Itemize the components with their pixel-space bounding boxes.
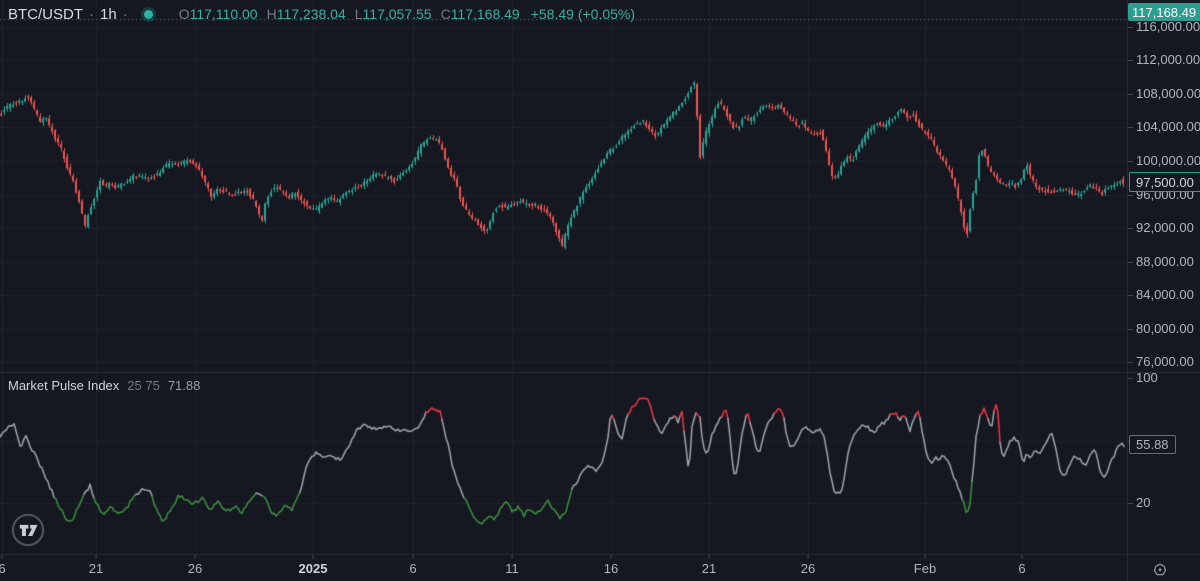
time-axis-tick: 21	[701, 561, 717, 576]
price-axis-tick-dash	[1128, 262, 1133, 263]
price-axis-tick-dash	[1128, 127, 1133, 128]
price-axis-tick-dash	[1128, 161, 1133, 162]
time-axis[interactable]: 6 21 26 2025 6 11 16 21 26 Feb 6	[0, 555, 1200, 581]
indicator-name[interactable]: Market Pulse Index	[8, 378, 120, 393]
price-axis-tick: 112,000.00	[1136, 52, 1200, 67]
time-axis-separator	[0, 554, 1200, 555]
current-price-label: 117,168.49	[1128, 3, 1200, 21]
separator-dot: ·	[122, 5, 128, 23]
time-axis-dash	[708, 555, 710, 559]
ohlc-item: L117,057.55	[355, 6, 432, 22]
ohlc-letter: O	[178, 6, 190, 22]
price-axis-tick: 92,000.00	[1136, 220, 1194, 235]
symbol-name[interactable]: BTC/USDT	[8, 5, 83, 23]
time-axis-tick: 6	[0, 561, 6, 576]
indicator-axis-tick-dash	[1128, 503, 1133, 504]
time-axis-tick: Feb	[913, 561, 937, 576]
time-axis-dash	[511, 555, 513, 559]
time-axis-tick: 26	[187, 561, 203, 576]
price-line-label: 97,500.00	[1129, 172, 1200, 192]
timeframe[interactable]: 1h	[100, 5, 117, 23]
ohlc-values: O117,110.00 H117,238.04 L117,057.55 C117,16…	[179, 6, 529, 22]
pane-separator[interactable]	[0, 372, 1200, 373]
price-axis-tick-dash	[1128, 94, 1133, 95]
indicator-value-label: 55.88	[1129, 435, 1176, 454]
ohlc-item: O117,110.00	[179, 6, 258, 22]
price-axis-tick-dash	[1128, 362, 1133, 363]
indicator-axis-tick: 20	[1136, 495, 1151, 510]
indicator-header: Market Pulse Index 25 75 71.88	[8, 378, 200, 393]
time-axis-dash	[194, 555, 196, 559]
ohlc-value: 117,057.55	[362, 6, 432, 22]
time-axis-tick: 6	[1018, 561, 1026, 576]
price-axis-tick: 88,000.00	[1136, 254, 1194, 269]
chart-canvas[interactable]	[0, 0, 1128, 554]
time-axis-dash	[610, 555, 612, 559]
price-axis-tick-dash	[1128, 228, 1133, 229]
price-axis-tick: 108,000.00	[1136, 86, 1200, 101]
symbol-header: BTC/USDT · 1h · O117,110.00 H117,238.04 L1…	[8, 4, 635, 24]
time-axis-dash	[807, 555, 809, 559]
price-axis-tick: 80,000.00	[1136, 321, 1194, 336]
time-axis-dash	[412, 555, 414, 559]
time-axis-dash	[1021, 555, 1023, 559]
ohlc-letter: C	[440, 6, 451, 22]
time-axis-tick: 2025	[298, 561, 328, 576]
price-axis[interactable]: 116,000.00 112,000.00 108,000.00 104,000.00…	[1128, 0, 1200, 554]
price-axis-tick: 84,000.00	[1136, 287, 1194, 302]
price-axis-tick-dash	[1128, 329, 1133, 330]
settings-gear-icon[interactable]	[1152, 562, 1168, 581]
ohlc-letter: L	[354, 6, 363, 22]
indicator-axis-tick: 100	[1136, 370, 1158, 385]
tradingview-logo-icon	[11, 513, 45, 547]
tradingview-logo[interactable]	[9, 511, 47, 554]
time-axis-dash	[1, 555, 3, 559]
market-status-dot[interactable]	[143, 9, 153, 19]
time-axis-tick: 16	[603, 561, 619, 576]
price-axis-tick-dash	[1128, 195, 1133, 196]
price-axis-tick-dash	[1128, 27, 1133, 28]
ohlc-value: 117,238.04	[276, 6, 346, 22]
time-axis-tick: 21	[88, 561, 104, 576]
ohlc-item: H117,238.04	[267, 6, 346, 22]
price-axis-tick: 104,000.00	[1136, 119, 1200, 134]
separator-dot: ·	[89, 5, 94, 23]
price-change: +58.49 (+0.05%)	[530, 6, 636, 22]
price-axis-tick: 100,000.00	[1136, 153, 1200, 168]
time-axis-dash	[312, 555, 314, 559]
time-axis-dash	[95, 555, 97, 559]
price-axis-tick: 76,000.00	[1136, 354, 1194, 369]
ohlc-letter: H	[266, 6, 277, 22]
price-axis-tick-dash	[1128, 295, 1133, 296]
indicator-axis-tick-dash	[1128, 378, 1133, 379]
gear-icon	[1153, 563, 1167, 576]
time-axis-tick: 26	[800, 561, 816, 576]
price-axis-separator	[1127, 0, 1128, 581]
price-axis-tick: 116,000.00	[1136, 19, 1200, 34]
price-axis-tick-dash	[1128, 60, 1133, 61]
ohlc-value: 117,110.00	[189, 6, 258, 22]
ohlc-item: C117,168.49	[441, 6, 520, 22]
indicator-current-value: 71.88	[167, 378, 201, 393]
time-axis-tick: 11	[505, 561, 519, 576]
time-axis-tick: 6	[409, 561, 417, 576]
indicator-params: 25 75	[127, 378, 160, 393]
time-axis-dash	[924, 555, 926, 559]
ohlc-value: 117,168.49	[450, 6, 520, 22]
